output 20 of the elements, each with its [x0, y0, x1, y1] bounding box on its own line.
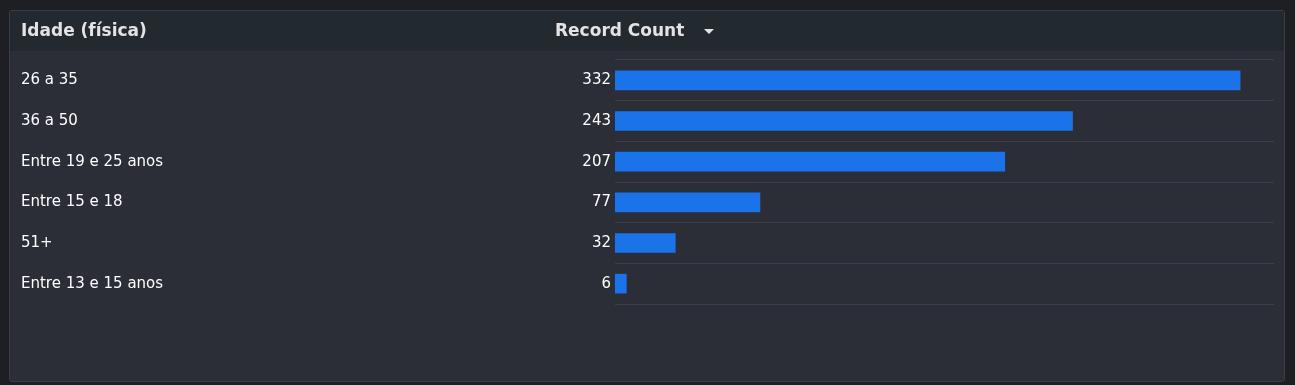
y-tick-label: Entre 19 e 25 anos	[21, 151, 164, 170]
bar	[615, 151, 1006, 172]
y-tick-label: Entre 13 e 15 anos	[21, 273, 164, 292]
data-label: 6	[601, 273, 611, 292]
data-label: 243	[582, 110, 611, 129]
bar	[615, 192, 761, 213]
bar	[615, 70, 1241, 91]
data-label: 77	[591, 192, 611, 211]
bar	[615, 233, 676, 253]
bar	[615, 111, 1073, 131]
y-axis-title: Idade (física)	[21, 20, 147, 40]
y-tick-label: 26 a 35	[21, 70, 78, 89]
data-label: 332	[582, 70, 611, 89]
y-tick-label: 51+	[21, 232, 53, 251]
data-label: 32	[591, 232, 611, 251]
y-tick-label: Entre 15 e 18	[21, 192, 123, 211]
y-tick-label: 36 a 50	[21, 110, 78, 129]
x-axis-title: Record Count	[555, 20, 685, 40]
bar	[615, 273, 627, 294]
data-label: 207	[582, 151, 611, 170]
